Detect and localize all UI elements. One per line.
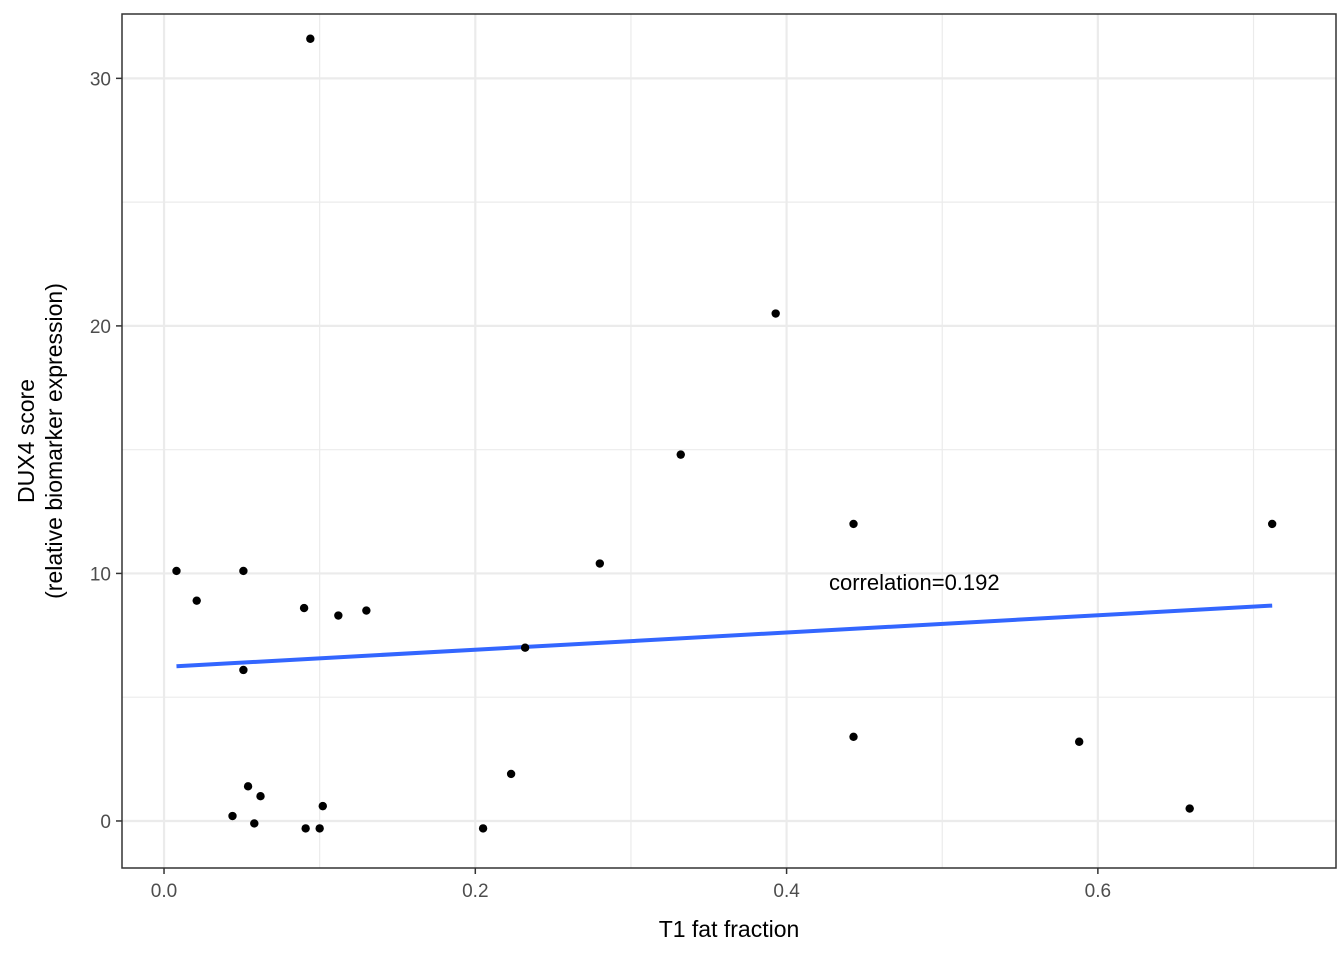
- data-point: [301, 824, 310, 833]
- data-point: [676, 450, 685, 459]
- y-tick-label: 20: [90, 317, 111, 338]
- data-point: [849, 732, 858, 742]
- data-point: [306, 34, 315, 43]
- data-point: [1074, 737, 1084, 746]
- y-axis-title-line2: (relative biomarker expression): [41, 283, 67, 599]
- data-point: [362, 606, 371, 615]
- data-point: [239, 566, 248, 576]
- y-axis-title: DUX4 score (relative biomarker expressio…: [13, 283, 67, 599]
- data-point: [520, 643, 530, 652]
- data-point: [299, 603, 309, 613]
- grid-layer: [122, 14, 1336, 868]
- x-tick-label: 0.6: [1085, 881, 1111, 902]
- data-point: [256, 792, 265, 801]
- data-point: [239, 665, 248, 675]
- data-point: [192, 596, 201, 605]
- data-point: [595, 559, 605, 568]
- y-tick-label: 30: [90, 69, 111, 90]
- data-point: [334, 611, 343, 620]
- data-point: [1267, 519, 1277, 529]
- correlation-annotation: correlation=0.192: [829, 570, 1000, 595]
- data-point: [1185, 804, 1194, 813]
- data-point: [506, 769, 516, 779]
- axis-layer: 0.0 0.2 0.4 0.6 0 10 20 30: [90, 69, 1111, 902]
- trend-line: [176, 603, 1273, 669]
- data-point: [771, 309, 780, 318]
- data-point: [478, 824, 488, 833]
- x-axis-title: T1 fat fraction: [659, 916, 800, 942]
- x-tick-label: 0.0: [151, 881, 177, 902]
- points-layer: [172, 34, 1277, 833]
- y-tick-label: 10: [90, 564, 111, 585]
- y-axis-title-line1: DUX4 score: [13, 379, 39, 503]
- panel-border: [121, 13, 1337, 869]
- data-point: [315, 824, 324, 833]
- trend-layer: [176, 603, 1273, 669]
- data-point: [228, 811, 237, 821]
- x-tick-label: 0.2: [462, 881, 488, 902]
- y-tick-label: 0: [100, 812, 111, 833]
- data-point: [172, 566, 181, 576]
- data-point: [849, 519, 858, 529]
- data-point: [243, 782, 253, 791]
- x-tick-label: 0.4: [773, 881, 800, 902]
- data-point: [318, 801, 327, 811]
- data-point: [250, 819, 259, 828]
